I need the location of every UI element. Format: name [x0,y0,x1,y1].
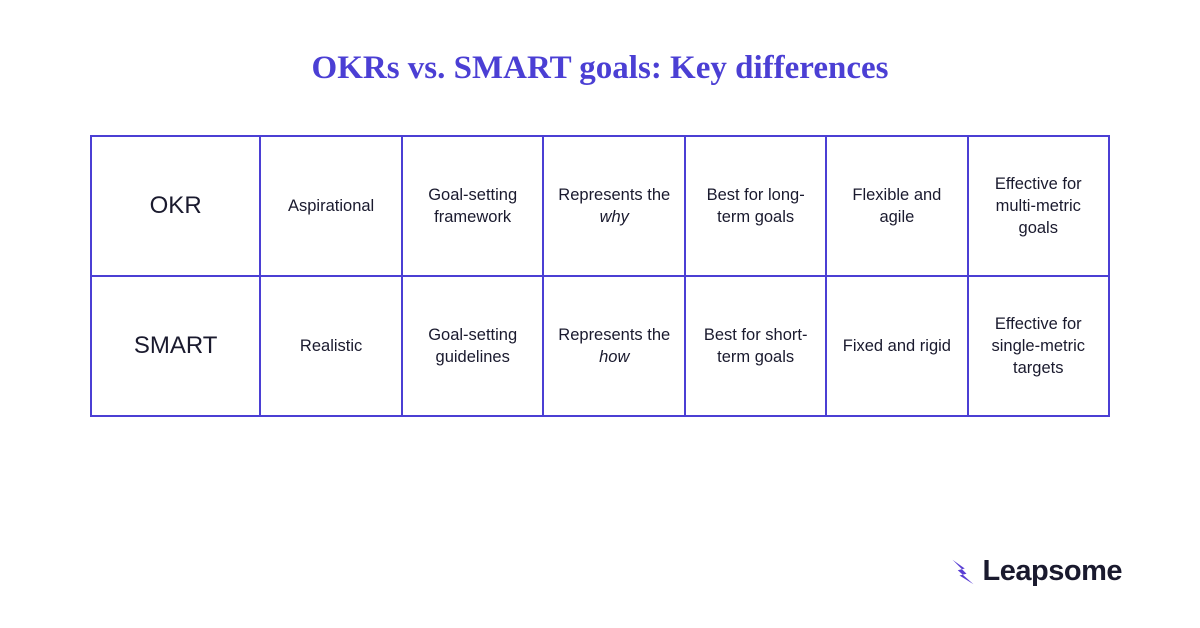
cell-smart-4: Fixed and rigid [826,276,967,416]
cell-okr-5: Effective for multi-metric goals [968,136,1109,276]
cell-okr-1: Goal-setting framework [402,136,544,276]
page-title: OKRs vs. SMART goals: Key differences [90,50,1110,87]
cell-okr-2-prefix: Represents the [558,186,670,204]
cell-smart-2: Represents the how [543,276,685,416]
cell-okr-2: Represents the why [543,136,685,276]
brand-logo: Leapsome [949,555,1122,588]
cell-smart-0: Realistic [260,276,402,416]
table-row-okr: OKR Aspirational Goal-setting framework … [91,136,1109,276]
row-label-smart: SMART [91,276,260,416]
cell-smart-2-em: how [599,348,629,366]
cell-okr-4: Flexible and agile [826,136,967,276]
comparison-table: OKR Aspirational Goal-setting framework … [90,135,1110,417]
infographic-container: OKRs vs. SMART goals: Key differences OK… [0,0,1200,417]
logo-text: Leapsome [983,555,1122,588]
table-row-smart: SMART Realistic Goal-setting guidelines … [91,276,1109,416]
table-body: OKR Aspirational Goal-setting framework … [91,136,1109,416]
cell-okr-0: Aspirational [260,136,402,276]
cell-smart-1: Goal-setting guidelines [402,276,544,416]
leapsome-icon [949,558,977,586]
cell-smart-3: Best for short-term goals [685,276,826,416]
cell-smart-2-prefix: Represents the [558,326,670,344]
cell-okr-2-em: why [600,208,629,226]
leapsome-icon-path [952,559,973,584]
cell-smart-5: Effective for single-metric targets [968,276,1109,416]
row-label-okr: OKR [91,136,260,276]
cell-okr-3: Best for long-term goals [685,136,826,276]
